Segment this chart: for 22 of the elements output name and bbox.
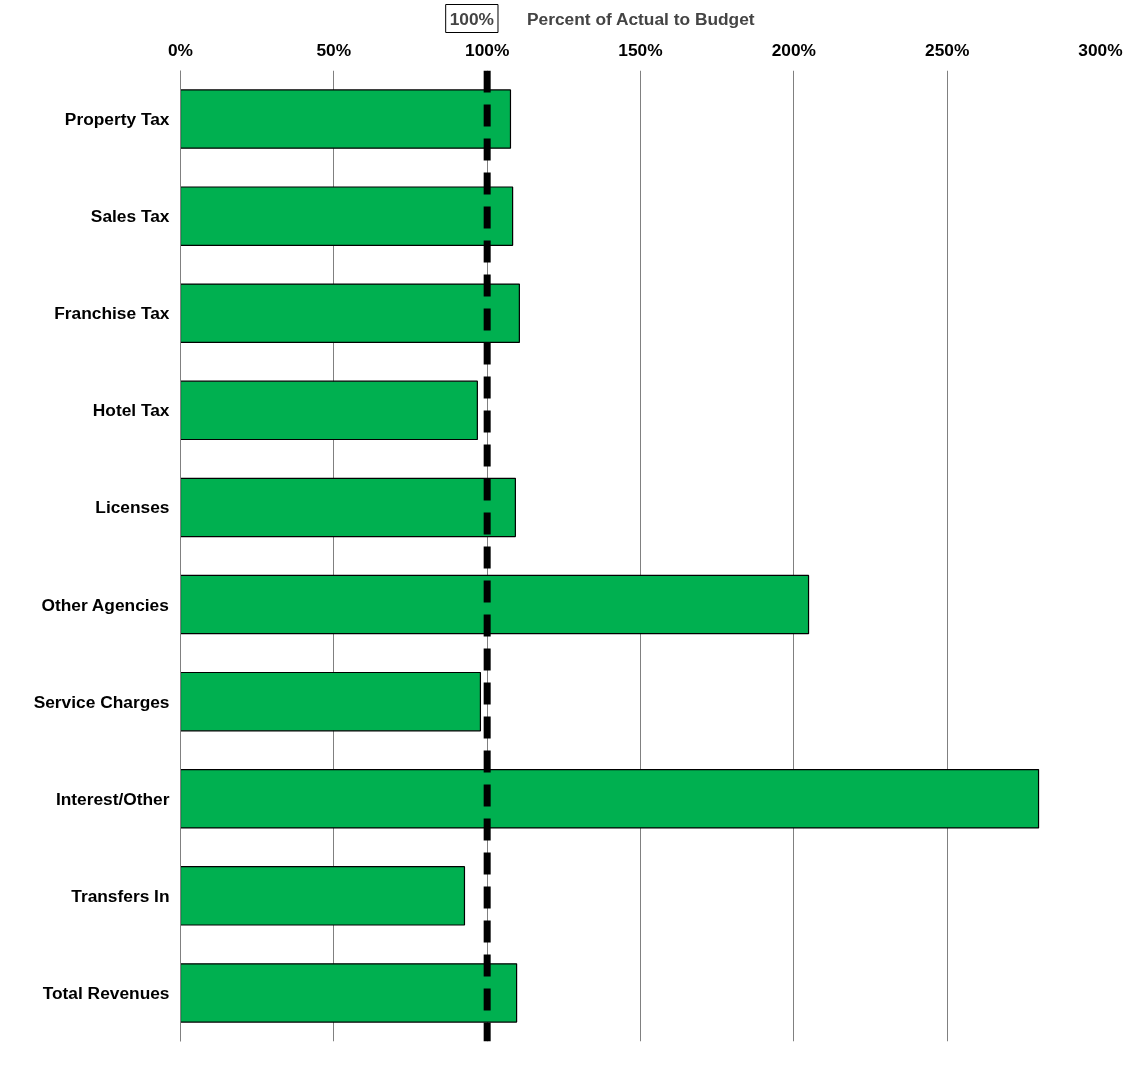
y-tick-label: Other Agencies (41, 594, 169, 615)
y-tick-label: Hotel Tax (92, 400, 170, 421)
x-tick-label: 300% (1078, 39, 1123, 60)
bar (180, 671, 482, 732)
chart-title: Percent of Actual to Budget (527, 8, 755, 29)
x-tick-label: 150% (618, 39, 663, 60)
x-tick-label: 100% (465, 39, 510, 60)
bar (180, 380, 478, 441)
x-tick-label: 0% (167, 39, 194, 60)
y-tick-label: Transfers In (71, 885, 170, 906)
y-tick-label: Sales Tax (90, 206, 170, 227)
y-tick-label: Total Revenues (42, 982, 170, 1003)
x-tick-label: 200% (771, 39, 816, 60)
y-tick-label: Property Tax (64, 109, 170, 130)
x-tick-label: 250% (925, 39, 970, 60)
y-tick-label: Interest/Other (55, 788, 170, 809)
x-tick-label: 50% (316, 39, 352, 60)
y-tick-label: Service Charges (33, 691, 170, 712)
bar (180, 866, 466, 926)
y-tick-label: Franchise Tax (54, 303, 170, 324)
y-tick-label: Licenses (95, 497, 170, 518)
ref-line-label: 100% (449, 8, 494, 29)
